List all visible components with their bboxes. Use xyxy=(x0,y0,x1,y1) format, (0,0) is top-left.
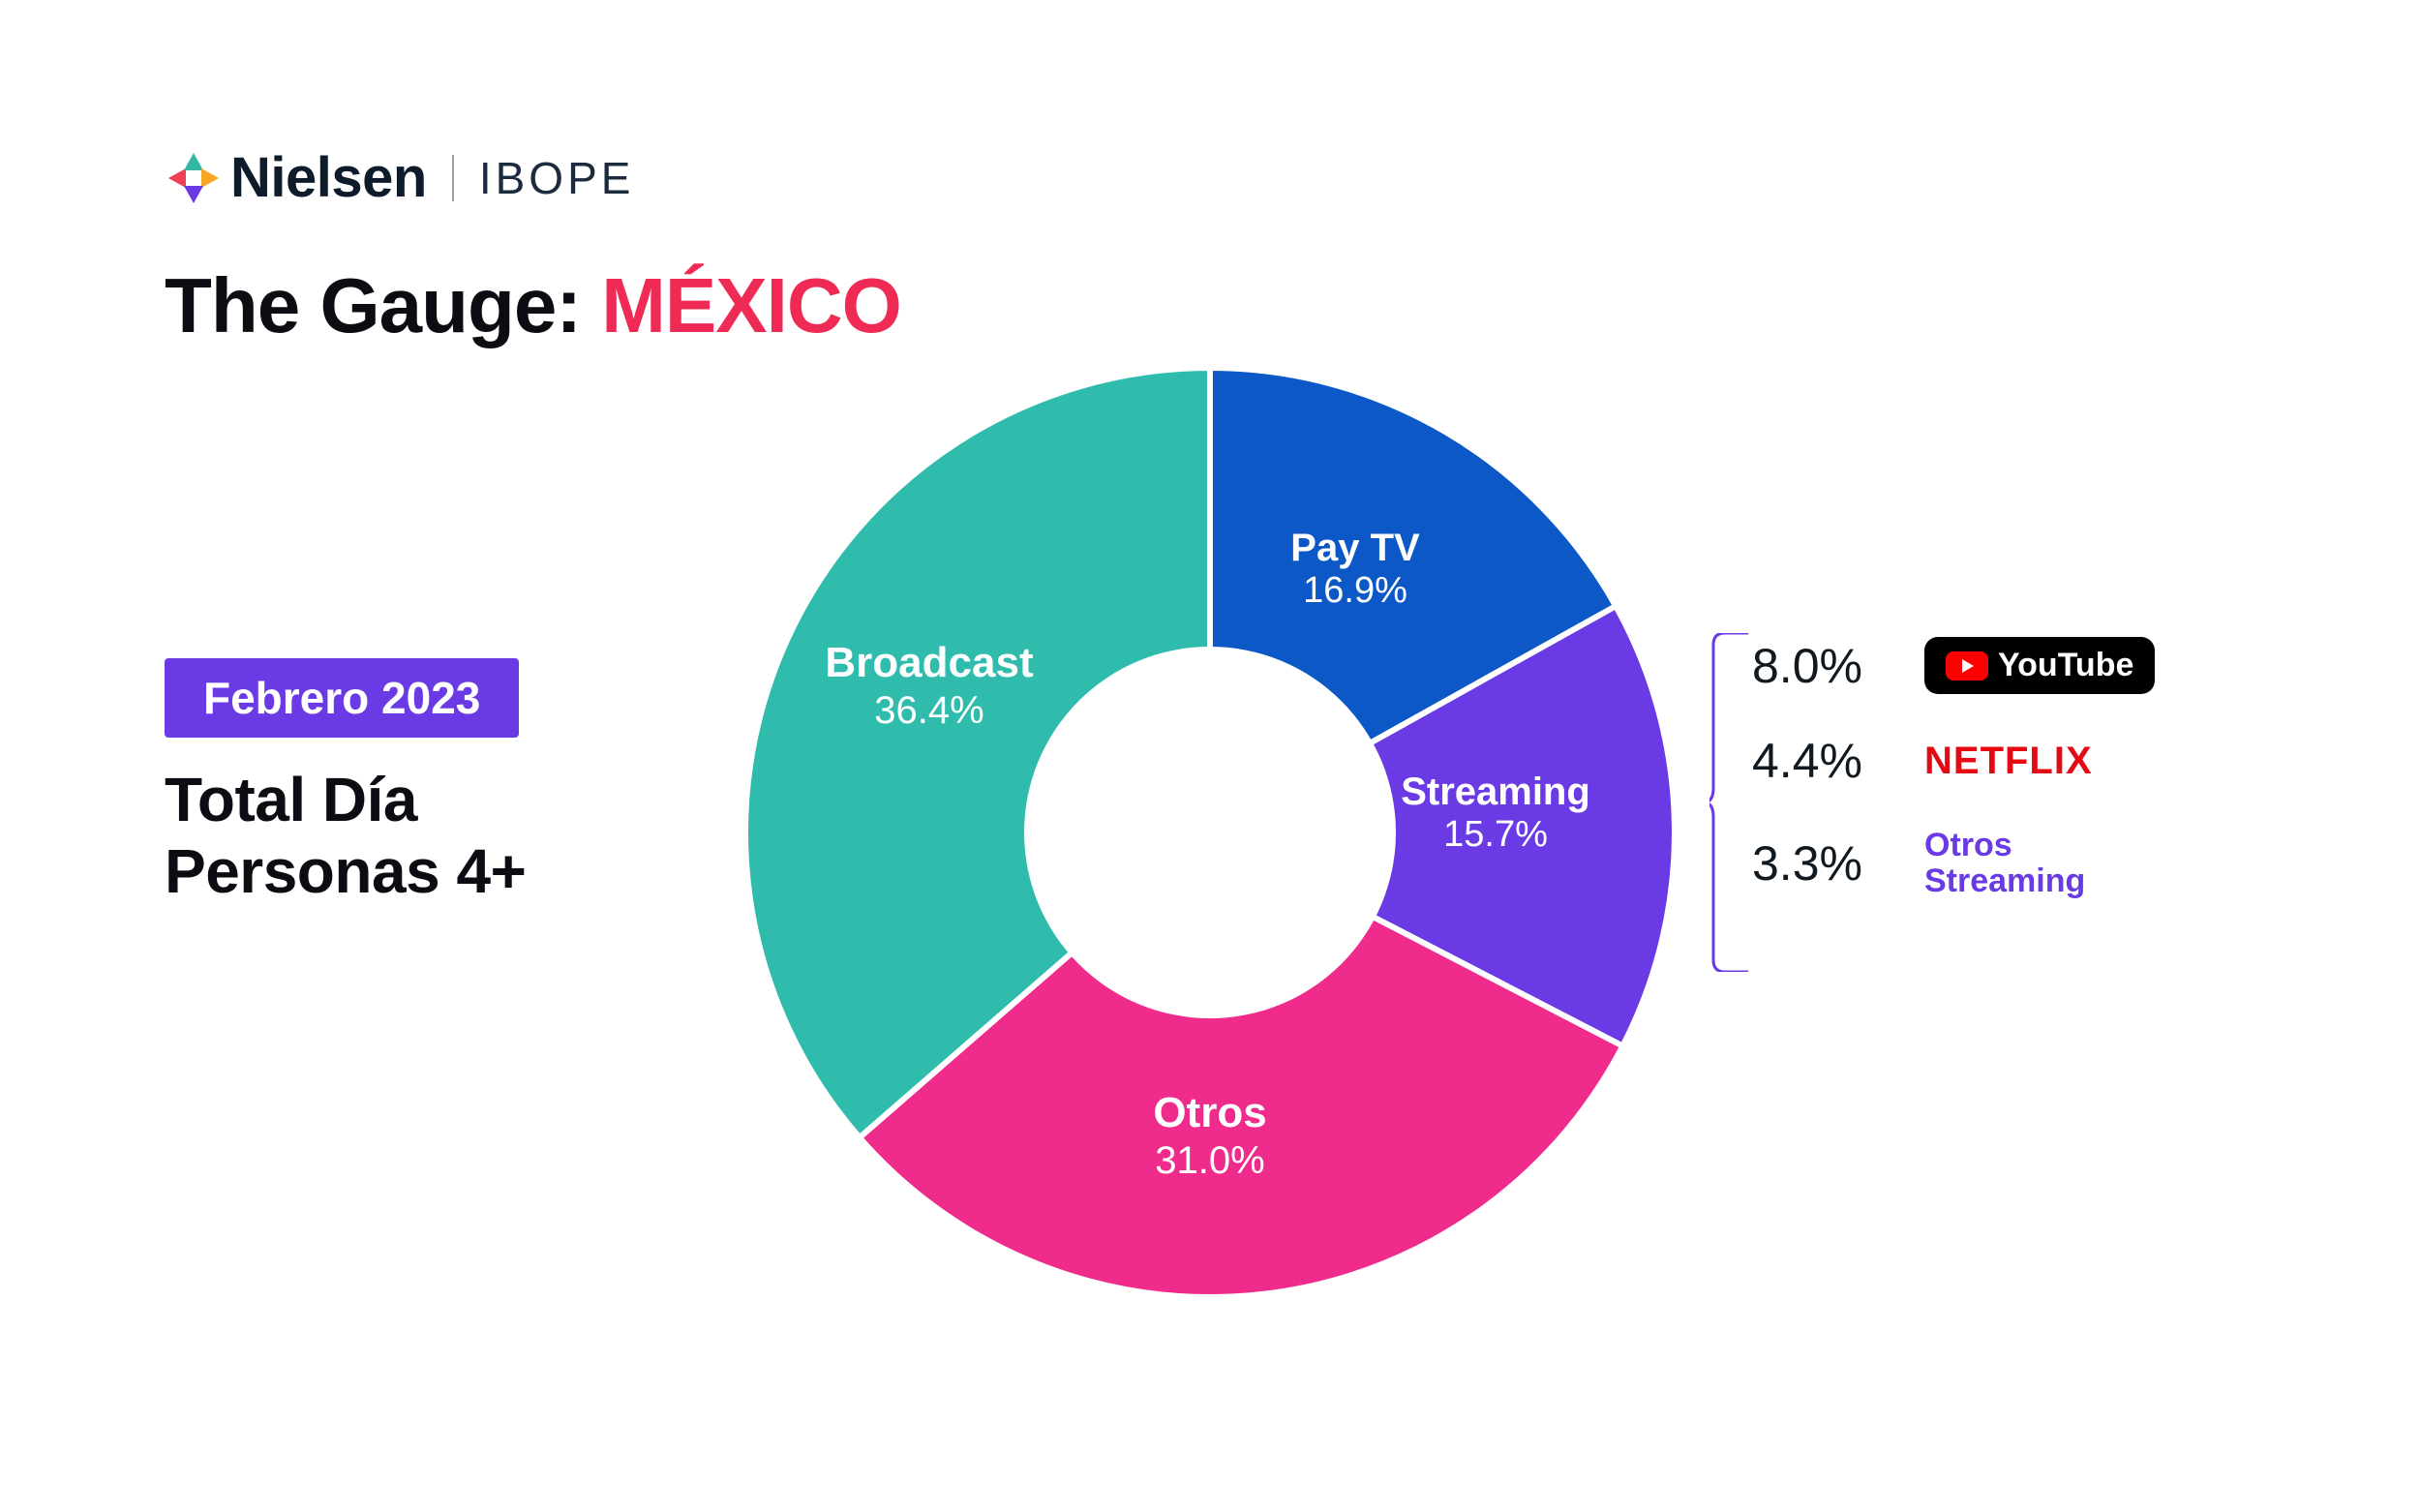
brand-divider xyxy=(452,155,454,201)
subtitle-line-1: Total Día xyxy=(165,765,526,836)
subtitle: Total Día Personas 4+ xyxy=(165,765,526,907)
subtitle-line-2: Personas 4+ xyxy=(165,836,526,908)
breakdown-pct: 8.0% xyxy=(1752,638,1897,694)
breakdown-row-youtube: 8.0% YouTube xyxy=(1752,637,2294,694)
page-title: The Gauge: MÉXICO xyxy=(165,261,901,350)
ibope-wordmark: IBOPE xyxy=(479,152,635,204)
youtube-play-icon xyxy=(1946,651,1988,680)
breakdown-pct: 4.4% xyxy=(1752,733,1897,789)
breakdown-row-otros: 3.3% Otros Streaming xyxy=(1752,828,2294,900)
title-prefix: The Gauge: xyxy=(165,262,601,348)
otros-streaming-label: Otros Streaming xyxy=(1924,828,2085,900)
donut-svg xyxy=(726,348,1694,1316)
date-pill: Febrero 2023 xyxy=(165,658,519,738)
title-country: MÉXICO xyxy=(601,262,901,348)
netflix-wordmark: NETFLIX xyxy=(1924,740,2093,783)
breakdown-pct: 3.3% xyxy=(1752,835,1897,892)
donut-chart: Pay TV16.9%Streaming15.7%Otros31.0%Broad… xyxy=(726,348,1694,1316)
streaming-breakdown: 8.0% YouTube 4.4% NETFLIX 3.3% Otros Str… xyxy=(1752,620,2294,939)
youtube-badge: YouTube xyxy=(1924,637,2155,694)
breakdown-row-netflix: 4.4% NETFLIX xyxy=(1752,733,2294,789)
otros-line-1: Otros xyxy=(1924,827,2012,863)
otros-line-2: Streaming xyxy=(1924,862,2085,899)
nielsen-mark-icon xyxy=(165,149,223,207)
youtube-label: YouTube xyxy=(1998,647,2133,684)
nielsen-wordmark: Nielsen xyxy=(230,145,427,210)
brand-row: Nielsen IBOPE xyxy=(165,145,634,210)
bracket-icon xyxy=(1709,633,1748,972)
nielsen-logo: Nielsen xyxy=(165,145,427,210)
infographic-canvas: Nielsen IBOPE The Gauge: MÉXICO Febrero … xyxy=(0,0,2420,1512)
